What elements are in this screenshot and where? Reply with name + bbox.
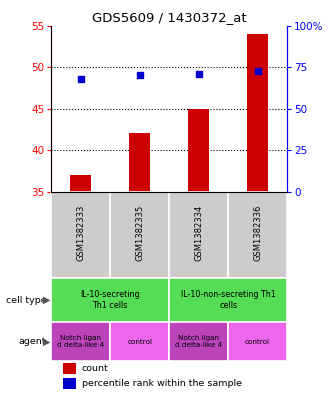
Point — [78, 76, 83, 83]
Bar — [169, 322, 228, 362]
Bar — [169, 191, 228, 278]
Bar — [110, 191, 169, 278]
Text: percentile rank within the sample: percentile rank within the sample — [82, 379, 242, 388]
Bar — [188, 108, 209, 191]
Bar — [63, 378, 76, 389]
Text: GSM1382334: GSM1382334 — [194, 205, 203, 261]
Text: Notch ligan
d delta-like 4: Notch ligan d delta-like 4 — [175, 335, 222, 348]
Text: control: control — [245, 339, 270, 345]
Text: agent: agent — [19, 337, 46, 346]
Text: cell type: cell type — [6, 296, 46, 305]
Bar — [247, 34, 268, 191]
Text: ▶: ▶ — [43, 337, 50, 347]
Bar — [228, 322, 287, 362]
Bar — [63, 364, 76, 374]
Bar — [129, 133, 150, 191]
Text: control: control — [127, 339, 152, 345]
Point — [137, 72, 142, 79]
Bar — [228, 191, 287, 278]
Text: GSM1382333: GSM1382333 — [76, 205, 85, 261]
Point — [196, 70, 201, 77]
Bar — [51, 322, 110, 362]
Text: ▶: ▶ — [43, 295, 50, 305]
Title: GDS5609 / 1430372_at: GDS5609 / 1430372_at — [92, 11, 247, 24]
Bar — [51, 191, 110, 278]
Bar — [169, 278, 287, 322]
Text: Notch ligan
d delta-like 4: Notch ligan d delta-like 4 — [57, 335, 104, 348]
Text: GSM1382336: GSM1382336 — [253, 205, 262, 261]
Point — [255, 68, 260, 74]
Text: count: count — [82, 364, 109, 373]
Text: IL-10-non-secreting Th1
cells: IL-10-non-secreting Th1 cells — [181, 290, 276, 310]
Bar — [110, 322, 169, 362]
Bar — [51, 278, 169, 322]
Text: IL-10-secreting
Th1 cells: IL-10-secreting Th1 cells — [80, 290, 140, 310]
Text: GSM1382335: GSM1382335 — [135, 205, 144, 261]
Bar — [70, 175, 91, 191]
